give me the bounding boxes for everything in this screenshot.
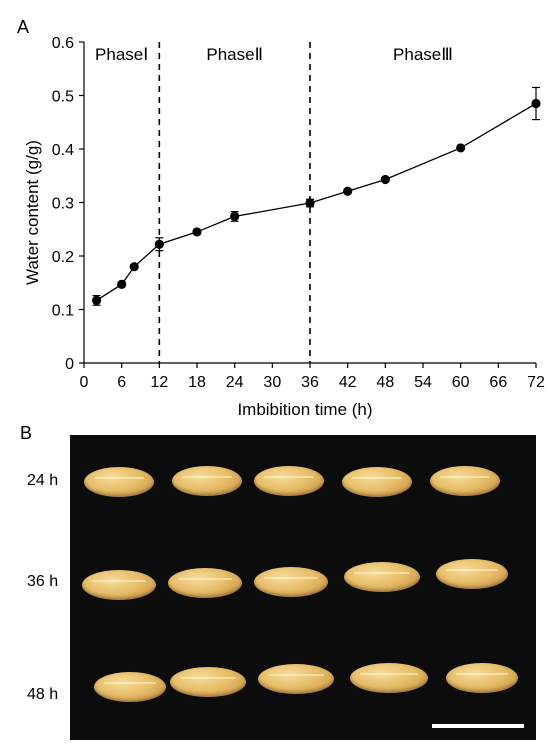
x-axis-title: Imbibition time (h) [237,400,372,419]
x-tick-label: 6 [117,374,126,391]
y-tick-label: 0.2 [52,249,74,266]
x-tick-label: 24 [226,374,244,391]
row-label-48h: 48 h [27,686,59,703]
y-tick-label: 0.1 [52,303,74,320]
x-tick-label: 48 [376,374,394,391]
y-tick-label: 0.3 [52,196,74,213]
grain-48h-2 [170,667,246,697]
data-point [456,143,466,153]
grain-36h-4 [344,562,420,592]
x-tick-label: 12 [150,374,168,391]
grain-36h-2 [168,568,242,598]
y-tick-label: 0.4 [52,142,74,159]
row-label-24h: 24 h [27,472,59,489]
panel-label-b: B [20,423,33,443]
y-tick-label: 0 [65,356,74,373]
y-axis-title: Water content (g/g) [23,140,42,285]
phase-label: PhaseⅡ [206,45,263,64]
panel-label-a: A [17,17,30,37]
data-point [117,279,127,289]
grain-48h-5 [446,663,518,693]
grain-36h-5 [436,559,508,589]
data-point [531,98,541,109]
grain-36h-1 [82,570,156,600]
series-line [96,102,537,301]
row-label-36h: 36 h [27,573,59,590]
seed-photo [70,435,536,740]
grain-48h-3 [258,664,334,694]
grain-24h-4 [342,467,412,497]
y-tick-label: 0.5 [52,89,74,106]
scale-bar [432,724,524,728]
phase-label: PhaseⅠ [95,45,148,64]
grain-24h-2 [172,466,242,496]
data-point [192,227,202,237]
grain-24h-5 [430,466,500,496]
phase-label: PhaseⅢ [393,45,453,64]
grain-24h-1 [84,467,154,497]
x-tick-label: 18 [188,374,206,391]
data-point [230,211,240,222]
data-point [343,186,353,196]
data-point [91,295,102,306]
water-content-chart: 0 0.1 0.2 0.3 0.4 0.5 0.6 0 6 12 18 24 30 36 42 48 54 60 6… [23,35,545,419]
grain-48h-1 [94,672,166,702]
x-tick-label: 66 [489,374,507,391]
x-tick-label: 54 [414,374,432,391]
x-tick-label: 60 [452,374,470,391]
grain-36h-3 [254,567,328,597]
data-point [154,239,164,249]
x-tick-label: 36 [301,374,319,391]
data-point [129,262,139,272]
x-tick-label: 30 [263,374,281,391]
grain-24h-3 [254,466,324,496]
x-tick-label: 42 [339,374,357,391]
y-tick-label: 0.6 [52,35,74,52]
data-point [305,198,315,208]
grain-48h-4 [350,663,428,693]
x-tick-label: 0 [80,374,89,391]
data-point [380,174,390,185]
x-tick-label: 72 [527,374,545,391]
